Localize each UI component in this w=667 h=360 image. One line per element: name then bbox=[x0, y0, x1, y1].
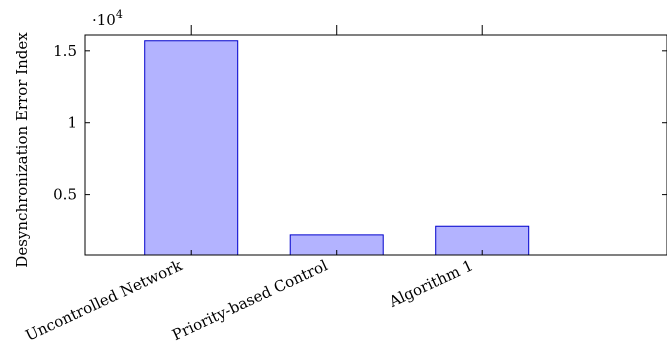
plot-area: 0.5 1 1.5 Uncontrolled NetworkPriority-base… bbox=[23, 25, 667, 345]
y-axis-multiplier: ·104 bbox=[92, 8, 123, 29]
y-tick-label: 0.5 bbox=[53, 186, 77, 204]
x-category-label: Priority-based Control bbox=[169, 256, 330, 344]
x-category-label: Uncontrolled Network bbox=[23, 256, 186, 345]
bar-uncontrolled-network bbox=[144, 40, 239, 256]
axis-frame bbox=[84, 34, 667, 256]
y-axis-label: Desynchronization Error Index bbox=[13, 32, 31, 268]
y-tick-label: 1 bbox=[67, 114, 77, 132]
x-category-label: Algorithm 1 bbox=[385, 256, 476, 311]
multiplier-base: ·10 bbox=[92, 11, 116, 29]
multiplier-exponent: 4 bbox=[116, 8, 123, 21]
y-tick-label: 1.5 bbox=[53, 42, 77, 60]
